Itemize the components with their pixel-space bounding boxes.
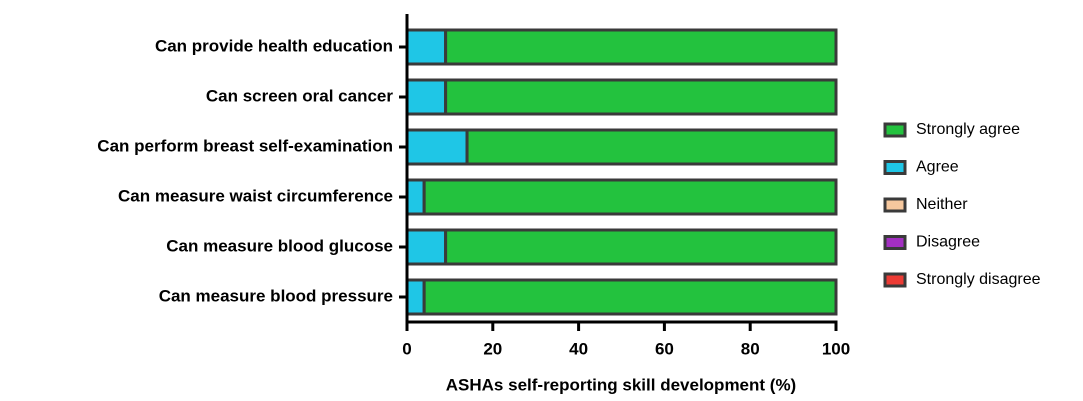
bar-segment (465, 128, 838, 166)
bar-segment (405, 128, 469, 166)
bar-segment (422, 278, 838, 316)
y-tick-label: Can perform breast self-examination (97, 136, 393, 155)
legend-label: Strongly disagree (916, 271, 1041, 288)
legend-label: Strongly agree (916, 121, 1020, 138)
bar-segment (444, 28, 838, 66)
bar-segment (444, 78, 838, 116)
bar-segment (444, 228, 838, 266)
x-tick-label: 0 (402, 339, 411, 358)
x-tick-label: 60 (655, 339, 674, 358)
bar-segment (405, 28, 448, 66)
legend-swatch (883, 272, 907, 288)
x-tick-label: 20 (483, 339, 502, 358)
legend-label: Neither (916, 196, 968, 213)
legend-swatch (883, 235, 907, 250)
bar-segment (405, 228, 448, 266)
y-tick-label: Can measure waist circumference (118, 186, 393, 205)
bar-segment (405, 278, 426, 316)
legend-swatch (883, 197, 907, 213)
legend-swatch (883, 122, 907, 138)
x-tick-label: 100 (822, 339, 850, 358)
y-tick-label: Can measure blood glucose (166, 236, 393, 255)
y-tick-label: Can screen oral cancer (206, 86, 393, 105)
legend-swatch (883, 160, 907, 175)
x-tick-label: 80 (741, 339, 760, 358)
legend-label: Agree (916, 159, 959, 176)
y-tick-label: Can provide health education (155, 36, 393, 55)
y-tick-label: Can measure blood pressure (159, 286, 393, 305)
bar-segment (405, 178, 426, 216)
bar-segment (422, 178, 838, 216)
legend-label: Disagree (916, 234, 980, 251)
x-tick-label: 40 (569, 339, 588, 358)
bar-segment (405, 78, 448, 116)
x-axis-label: ASHAs self-reporting skill development (… (446, 375, 796, 394)
